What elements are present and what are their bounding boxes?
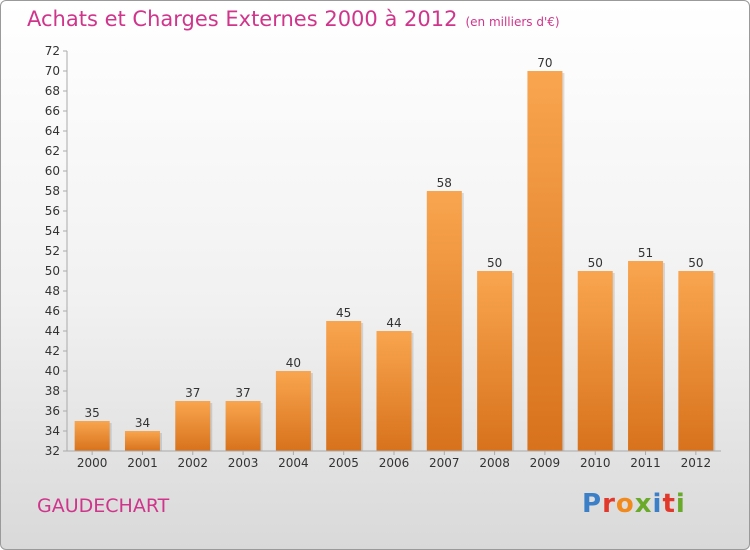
bar [477, 271, 513, 451]
logo-letter: i [675, 489, 686, 519]
bar [74, 421, 110, 451]
logo-letter: r [602, 489, 616, 519]
logo-letter: i [652, 489, 663, 519]
bar-value-label: 50 [588, 256, 603, 270]
bar-value-label: 34 [135, 416, 150, 430]
bar-value-label: 40 [286, 356, 301, 370]
bar [376, 331, 412, 451]
bar-value-label: 37 [235, 386, 250, 400]
y-tick-label: 72 [45, 44, 60, 58]
y-tick-label: 38 [45, 384, 60, 398]
y-tick-label: 48 [45, 284, 60, 298]
x-tick-label: 2007 [429, 456, 460, 470]
y-tick-label: 70 [45, 64, 60, 78]
chart-title: Achats et Charges Externes 2000 à 2012 (e… [27, 7, 560, 31]
x-tick-label: 2003 [228, 456, 259, 470]
data-labels: 35 34 37 37 40 45 44 58 50 70 50 51 50 [85, 56, 704, 430]
bar [275, 371, 311, 451]
logo-letter: t [662, 489, 676, 519]
bar [678, 271, 714, 451]
x-tick-label: 2010 [580, 456, 611, 470]
x-tick-label: 2002 [177, 456, 208, 470]
x-tick-label: 2008 [479, 456, 510, 470]
x-tick-label: 2000 [77, 456, 108, 470]
y-tick-label: 40 [45, 364, 60, 378]
chart-title-text: Achats et Charges Externes 2000 à 2012 [27, 7, 458, 31]
bars [74, 71, 716, 451]
bar [175, 401, 211, 451]
y-tick-label: 44 [45, 324, 60, 338]
y-tick-label: 64 [45, 124, 60, 138]
y-tick-label: 58 [45, 184, 60, 198]
chart-unit: (en milliers d'€) [465, 15, 560, 29]
bar [628, 261, 664, 451]
bar-value-label: 44 [386, 316, 401, 330]
bar-value-label: 70 [537, 56, 552, 70]
x-tick-label: 2006 [379, 456, 410, 470]
bar [326, 321, 362, 451]
x-tick-label: 2005 [328, 456, 359, 470]
bar [577, 271, 613, 451]
x-tick-label: 2001 [127, 456, 158, 470]
proxiti-logo: Proxiti [582, 489, 686, 519]
bar-value-label: 37 [185, 386, 200, 400]
bar-value-label: 58 [437, 176, 452, 190]
commune-name: GAUDECHART [37, 495, 170, 517]
logo-letter: x [634, 489, 653, 519]
bar-value-label: 50 [688, 256, 703, 270]
y-tick-label: 56 [45, 204, 60, 218]
y-tick-label: 42 [45, 344, 60, 358]
logo-letter: P [582, 489, 603, 519]
x-tick-label: 2012 [681, 456, 712, 470]
x-tick-label: 2004 [278, 456, 309, 470]
y-tick-label: 60 [45, 164, 60, 178]
y-axis: 32 34 36 38 40 42 44 46 48 50 52 54 56 58 60 62 64 66 68 70… [45, 44, 68, 458]
bar-value-label: 51 [638, 246, 653, 260]
y-tick-label: 46 [45, 304, 60, 318]
bar [225, 401, 261, 451]
y-tick-label: 66 [45, 104, 60, 118]
y-tick-label: 54 [45, 224, 60, 238]
bar-value-label: 50 [487, 256, 502, 270]
x-tick-label: 2009 [530, 456, 561, 470]
logo-letter: o [615, 489, 635, 519]
x-tick-label: 2011 [630, 456, 661, 470]
bar [527, 71, 563, 451]
bar [124, 431, 160, 451]
y-tick-label: 32 [45, 444, 60, 458]
y-tick-label: 52 [45, 244, 60, 258]
x-axis: 2000 2001 2002 2003 2004 2005 2006 2007 2008 2009… [67, 450, 721, 470]
y-tick-label: 34 [45, 424, 60, 438]
bar-value-label: 35 [85, 406, 100, 420]
y-tick-label: 50 [45, 264, 60, 278]
bar-value-label: 45 [336, 306, 351, 320]
y-tick-label: 62 [45, 144, 60, 158]
bar [426, 191, 462, 451]
y-tick-label: 68 [45, 84, 60, 98]
y-tick-label: 36 [45, 404, 60, 418]
